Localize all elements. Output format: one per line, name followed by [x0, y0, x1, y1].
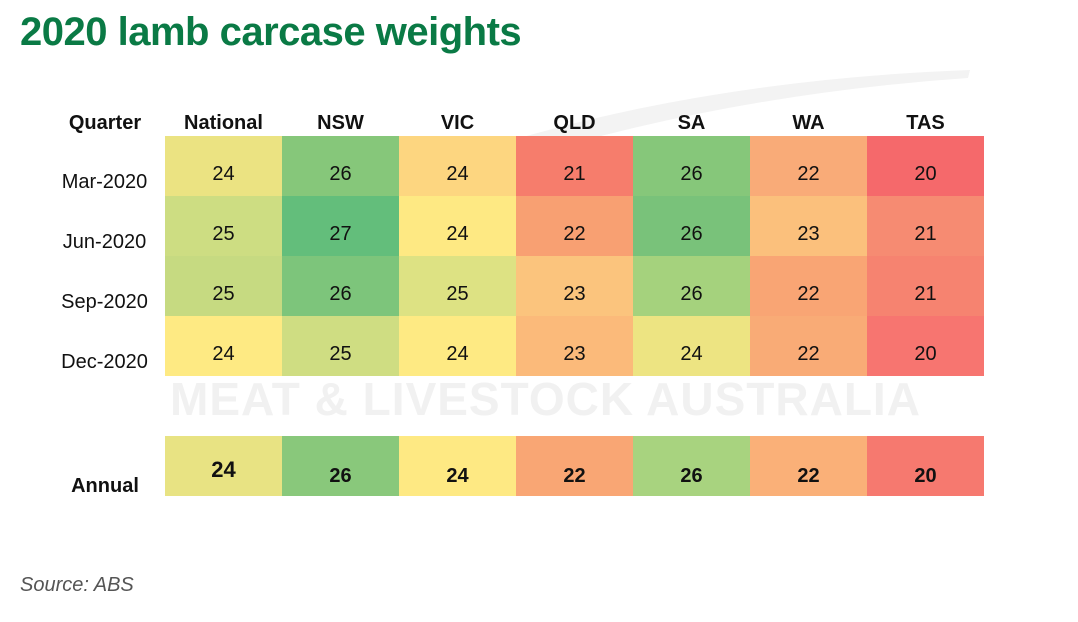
row-label: Mar-2020 — [61, 170, 148, 193]
heatmap-cell: 27 — [282, 196, 399, 256]
heatmap-cell: 23 — [516, 316, 633, 376]
row-header-label: Quarter — [68, 111, 142, 134]
row-label: Jun-2020 — [62, 230, 147, 253]
heatmap-cell: 26 — [282, 256, 399, 316]
heatmap-cell: 20 — [867, 136, 984, 196]
source-note: Source: ABS — [20, 574, 134, 596]
column-header-nsw: NSW — [317, 111, 364, 134]
heatmap-cell: 24 — [633, 316, 750, 376]
heatmap-cell: 24 — [399, 196, 516, 256]
annual-cell: 26 — [633, 436, 750, 496]
column-header-vic: VIC — [440, 111, 475, 134]
heatmap-cell: 22 — [750, 256, 867, 316]
heatmap-cell: 20 — [867, 316, 984, 376]
heatmap-cell: 26 — [633, 136, 750, 196]
column-header-national: National — [184, 111, 263, 134]
column-header-tas: TAS — [906, 111, 945, 134]
heatmap-cell: 25 — [165, 196, 282, 256]
heatmap-cell: 25 — [165, 256, 282, 316]
heatmap-cell: 22 — [750, 316, 867, 376]
watermark-text: MEAT & LIVESTOCK AUSTRALIA — [170, 373, 921, 425]
heatmap-cell: 21 — [516, 136, 633, 196]
annual-cell: 24 — [165, 436, 282, 496]
annual-cell: 26 — [282, 436, 399, 496]
heatmap-cell: 21 — [867, 256, 984, 316]
column-header-wa: WA — [792, 111, 825, 134]
heatmap-cell: 24 — [399, 136, 516, 196]
heatmap-cell: 22 — [750, 136, 867, 196]
column-header-qld: QLD — [553, 111, 596, 134]
page-title: 2020 lamb carcase weights — [20, 10, 522, 54]
annual-row-label: Annual — [71, 474, 139, 497]
annual-cell: 20 — [867, 436, 984, 496]
heatmap-cell: 26 — [282, 136, 399, 196]
heatmap-cell: 24 — [165, 316, 282, 376]
heatmap-cell: 24 — [399, 316, 516, 376]
heatmap-cell: 26 — [633, 256, 750, 316]
annual-cell: 22 — [516, 436, 633, 496]
row-label: Sep-2020 — [61, 290, 148, 313]
heatmap-cell: 24 — [165, 136, 282, 196]
row-label: Dec-2020 — [61, 350, 148, 373]
heatmap-cell: 23 — [516, 256, 633, 316]
heatmap-cell: 26 — [633, 196, 750, 256]
annual-cell: 24 — [399, 436, 516, 496]
annual-cell: 22 — [750, 436, 867, 496]
heatmap-cell: 22 — [516, 196, 633, 256]
column-header-sa: SA — [677, 111, 706, 134]
heatmap-cell: 25 — [282, 316, 399, 376]
heatmap-cell: 23 — [750, 196, 867, 256]
heatmap-cell: 21 — [867, 196, 984, 256]
heatmap-cell: 25 — [399, 256, 516, 316]
